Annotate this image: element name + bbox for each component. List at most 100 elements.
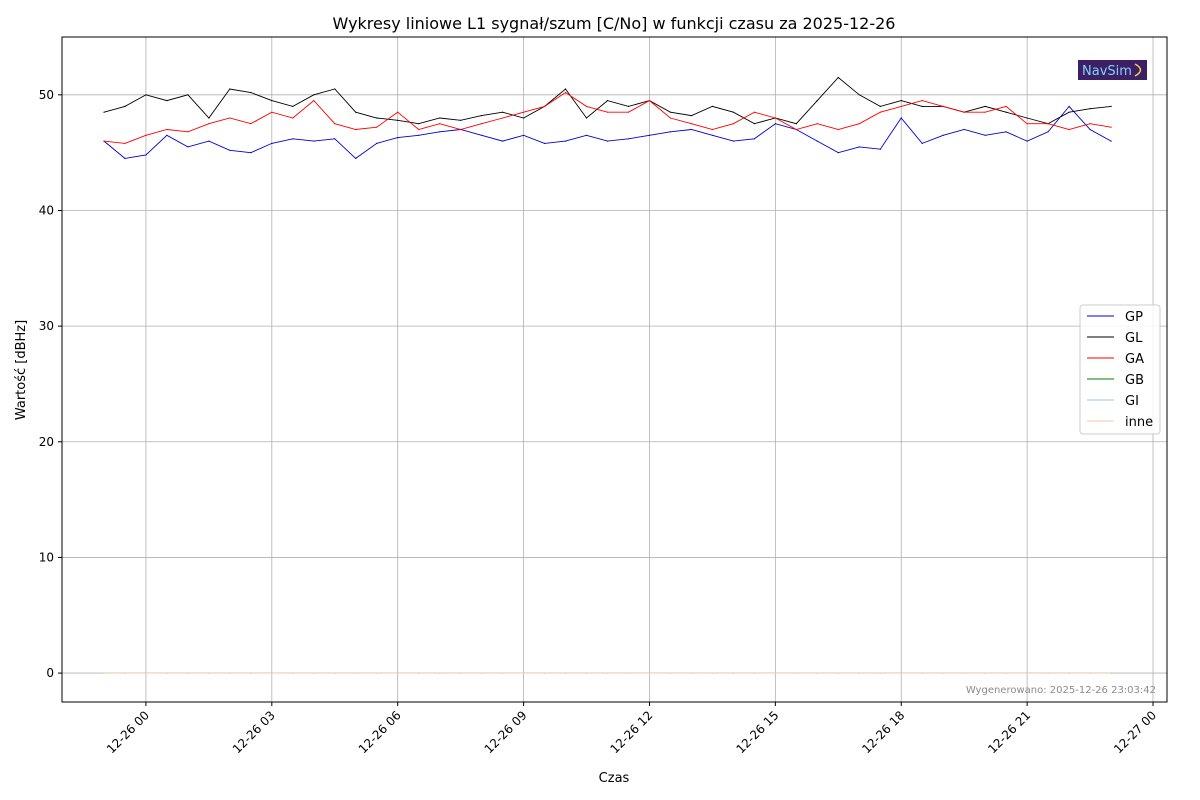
data-point-inne <box>271 672 273 674</box>
data-point-gl <box>564 88 567 90</box>
data-point-ga <box>837 128 839 131</box>
data-point-inne <box>1068 672 1070 674</box>
data-point-ga <box>544 105 546 107</box>
data-point-ga <box>166 128 168 131</box>
data-point-gl <box>1089 108 1091 110</box>
data-point-gp <box>564 140 567 142</box>
data-point-ga <box>292 117 294 119</box>
data-point-gp <box>124 157 126 159</box>
data-point-gl <box>187 94 189 96</box>
series-group <box>103 76 1112 674</box>
data-point-gl <box>837 76 839 79</box>
data-point-ga <box>439 123 441 125</box>
data-point-gp <box>271 142 273 144</box>
data-point-gl <box>627 105 630 107</box>
y-tick-label-50: 50 <box>39 88 54 102</box>
data-point-gp <box>732 140 735 142</box>
data-point-inne <box>774 672 777 674</box>
data-point-ga <box>1089 123 1091 125</box>
plot-frame <box>61 36 1168 703</box>
data-point-ga <box>145 134 147 136</box>
data-point-gl <box>250 91 252 94</box>
data-point-gl <box>753 123 756 125</box>
data-point-gp <box>585 134 588 136</box>
data-point-gl <box>418 123 420 125</box>
data-point-ga <box>313 100 315 102</box>
data-point-gp <box>418 134 420 136</box>
data-point-ga <box>732 123 735 125</box>
data-point-gl <box>879 105 881 107</box>
data-point-gp <box>145 154 147 156</box>
data-point-ga <box>1068 128 1070 131</box>
data-point-gp <box>439 131 441 133</box>
data-point-gl <box>606 100 609 102</box>
data-point-gp <box>942 134 944 136</box>
data-point-gl <box>208 117 210 119</box>
data-point-gl <box>103 111 105 113</box>
data-point-gp <box>984 134 986 136</box>
data-point-ga <box>1026 123 1028 125</box>
data-point-gl <box>523 117 525 119</box>
data-point-inne <box>711 672 714 674</box>
y-tick-label-10: 10 <box>39 550 54 564</box>
data-point-inne <box>1005 672 1007 674</box>
data-point-inne <box>690 672 693 674</box>
data-point-ga <box>879 111 881 113</box>
data-point-ga <box>355 128 357 131</box>
data-point-inne <box>166 672 168 674</box>
data-point-gl <box>355 111 357 113</box>
data-point-gp <box>1005 131 1007 133</box>
data-point-gp <box>355 157 357 159</box>
data-point-gl <box>271 100 273 102</box>
data-point-inne <box>858 672 860 674</box>
data-point-gl <box>711 105 714 107</box>
data-point-gl <box>313 94 315 96</box>
data-point-inne <box>816 672 818 674</box>
data-point-inne <box>564 672 567 674</box>
data-point-ga <box>124 142 126 144</box>
data-point-ga <box>250 123 252 125</box>
data-point-ga <box>1047 123 1049 125</box>
data-point-ga <box>669 117 672 119</box>
data-point-ga <box>334 123 336 125</box>
data-point-gl <box>690 115 693 117</box>
data-point-gp <box>690 128 693 131</box>
data-point-gp <box>753 138 756 140</box>
chart-title: Wykresy liniowe L1 sygnał/szum [C/No] w … <box>333 14 896 33</box>
data-point-gl <box>397 119 399 121</box>
data-point-gp <box>523 134 525 136</box>
y-tick-label-20: 20 <box>39 435 54 449</box>
data-point-inne <box>208 672 210 674</box>
data-point-inne <box>1047 672 1049 674</box>
data-point-gl <box>460 119 462 121</box>
data-point-gp <box>166 134 168 136</box>
data-point-gp <box>544 142 546 144</box>
legend-label-gi: GI <box>1125 394 1139 409</box>
navsim-logo: NavSim <box>1078 60 1147 80</box>
data-point-inne <box>502 672 504 674</box>
data-point-gl <box>1110 105 1112 107</box>
data-point-ga <box>103 140 105 142</box>
data-point-gp <box>397 137 399 139</box>
legend-label-gp: GP <box>1125 310 1143 325</box>
data-point-ga <box>774 117 777 119</box>
data-point-ga <box>187 131 189 133</box>
data-point-gp <box>648 134 651 136</box>
data-point-gp <box>879 148 881 150</box>
data-point-inne <box>523 672 525 674</box>
data-point-gl <box>816 100 818 102</box>
data-point-gl <box>921 105 923 107</box>
data-point-gp <box>1026 140 1028 142</box>
data-point-inne <box>1089 672 1091 674</box>
data-point-gp <box>774 123 777 125</box>
data-point-gl <box>1005 111 1007 113</box>
data-point-gp <box>502 140 504 142</box>
data-point-ga <box>481 123 483 125</box>
data-point-gp <box>334 138 336 140</box>
data-point-inne <box>544 672 546 674</box>
data-point-ga <box>1005 105 1007 107</box>
data-point-inne <box>313 672 315 674</box>
data-point-inne <box>418 672 420 674</box>
